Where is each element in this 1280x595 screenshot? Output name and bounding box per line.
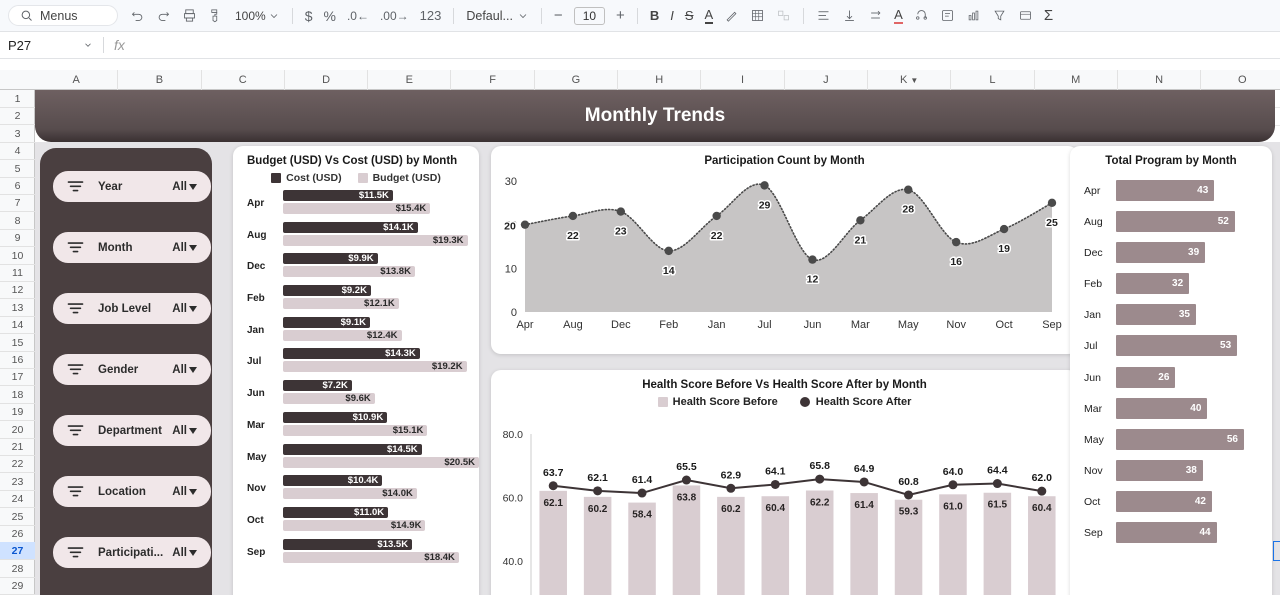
svg-text:12: 12: [807, 274, 819, 286]
svg-text:62.9: 62.9: [721, 469, 742, 481]
svg-text:64.0: 64.0: [943, 466, 964, 478]
svg-text:14: 14: [663, 265, 675, 277]
svg-text:Oct: Oct: [996, 319, 1013, 331]
svg-text:30: 30: [505, 176, 517, 188]
svg-text:Nov: Nov: [946, 319, 966, 331]
svg-text:64.9: 64.9: [854, 463, 875, 475]
svg-text:May: May: [898, 319, 919, 331]
svg-text:59.3: 59.3: [899, 507, 919, 518]
svg-text:65.5: 65.5: [676, 461, 697, 473]
svg-text:Jul: Jul: [758, 319, 772, 331]
svg-text:23: 23: [615, 226, 627, 238]
svg-text:61.5: 61.5: [988, 500, 1008, 511]
svg-text:65.8: 65.8: [809, 460, 830, 472]
svg-text:Dec: Dec: [611, 319, 631, 331]
svg-text:58.4: 58.4: [632, 510, 652, 521]
svg-text:62.2: 62.2: [810, 498, 830, 509]
svg-text:0: 0: [511, 307, 517, 319]
svg-text:28: 28: [902, 204, 914, 216]
svg-text:22: 22: [567, 230, 579, 242]
svg-text:61.0: 61.0: [943, 501, 963, 512]
svg-text:Jun: Jun: [804, 319, 822, 331]
svg-text:62.0: 62.0: [1032, 472, 1053, 484]
svg-text:Aug: Aug: [563, 319, 583, 331]
svg-text:60.0: 60.0: [503, 493, 524, 505]
svg-text:60.4: 60.4: [1032, 503, 1052, 514]
svg-text:63.7: 63.7: [543, 467, 564, 479]
svg-text:60.2: 60.2: [588, 504, 608, 515]
svg-text:61.4: 61.4: [854, 500, 874, 511]
svg-text:64.4: 64.4: [987, 465, 1008, 477]
svg-text:22: 22: [711, 230, 723, 242]
svg-text:19: 19: [998, 243, 1010, 255]
svg-text:40.0: 40.0: [503, 556, 524, 568]
svg-text:63.8: 63.8: [677, 492, 697, 503]
svg-text:29: 29: [759, 199, 771, 211]
svg-text:25: 25: [1046, 217, 1058, 229]
svg-text:62.1: 62.1: [587, 472, 608, 484]
svg-text:Apr: Apr: [516, 319, 533, 331]
svg-text:60.4: 60.4: [766, 503, 786, 514]
svg-text:Feb: Feb: [659, 319, 678, 331]
svg-text:10: 10: [505, 263, 517, 275]
svg-text:61.4: 61.4: [632, 474, 653, 486]
svg-text:60.8: 60.8: [898, 476, 919, 488]
svg-text:Mar: Mar: [851, 319, 870, 331]
svg-text:Jan: Jan: [708, 319, 726, 331]
svg-text:20: 20: [504, 221, 516, 233]
svg-text:Sep: Sep: [1042, 319, 1062, 331]
svg-text:80.0: 80.0: [503, 429, 524, 441]
svg-text:21: 21: [855, 234, 867, 246]
svg-text:16: 16: [950, 256, 962, 268]
svg-text:62.1: 62.1: [543, 498, 563, 509]
svg-text:60.2: 60.2: [721, 504, 741, 515]
svg-text:64.1: 64.1: [765, 465, 786, 477]
